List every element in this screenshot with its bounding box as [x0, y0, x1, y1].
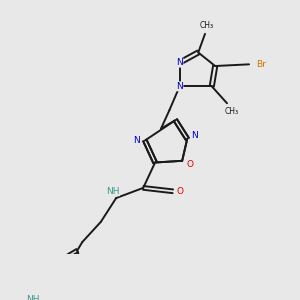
Text: N: N	[191, 131, 198, 140]
Text: O: O	[186, 160, 193, 169]
Text: Br: Br	[256, 60, 266, 69]
Text: N: N	[176, 82, 183, 91]
Text: NH: NH	[26, 295, 40, 300]
Text: CH₃: CH₃	[200, 21, 214, 30]
Text: O: O	[177, 187, 184, 196]
Text: N: N	[176, 58, 183, 67]
Text: CH₃: CH₃	[225, 107, 239, 116]
Text: NH: NH	[106, 187, 119, 196]
Text: N: N	[133, 136, 140, 145]
